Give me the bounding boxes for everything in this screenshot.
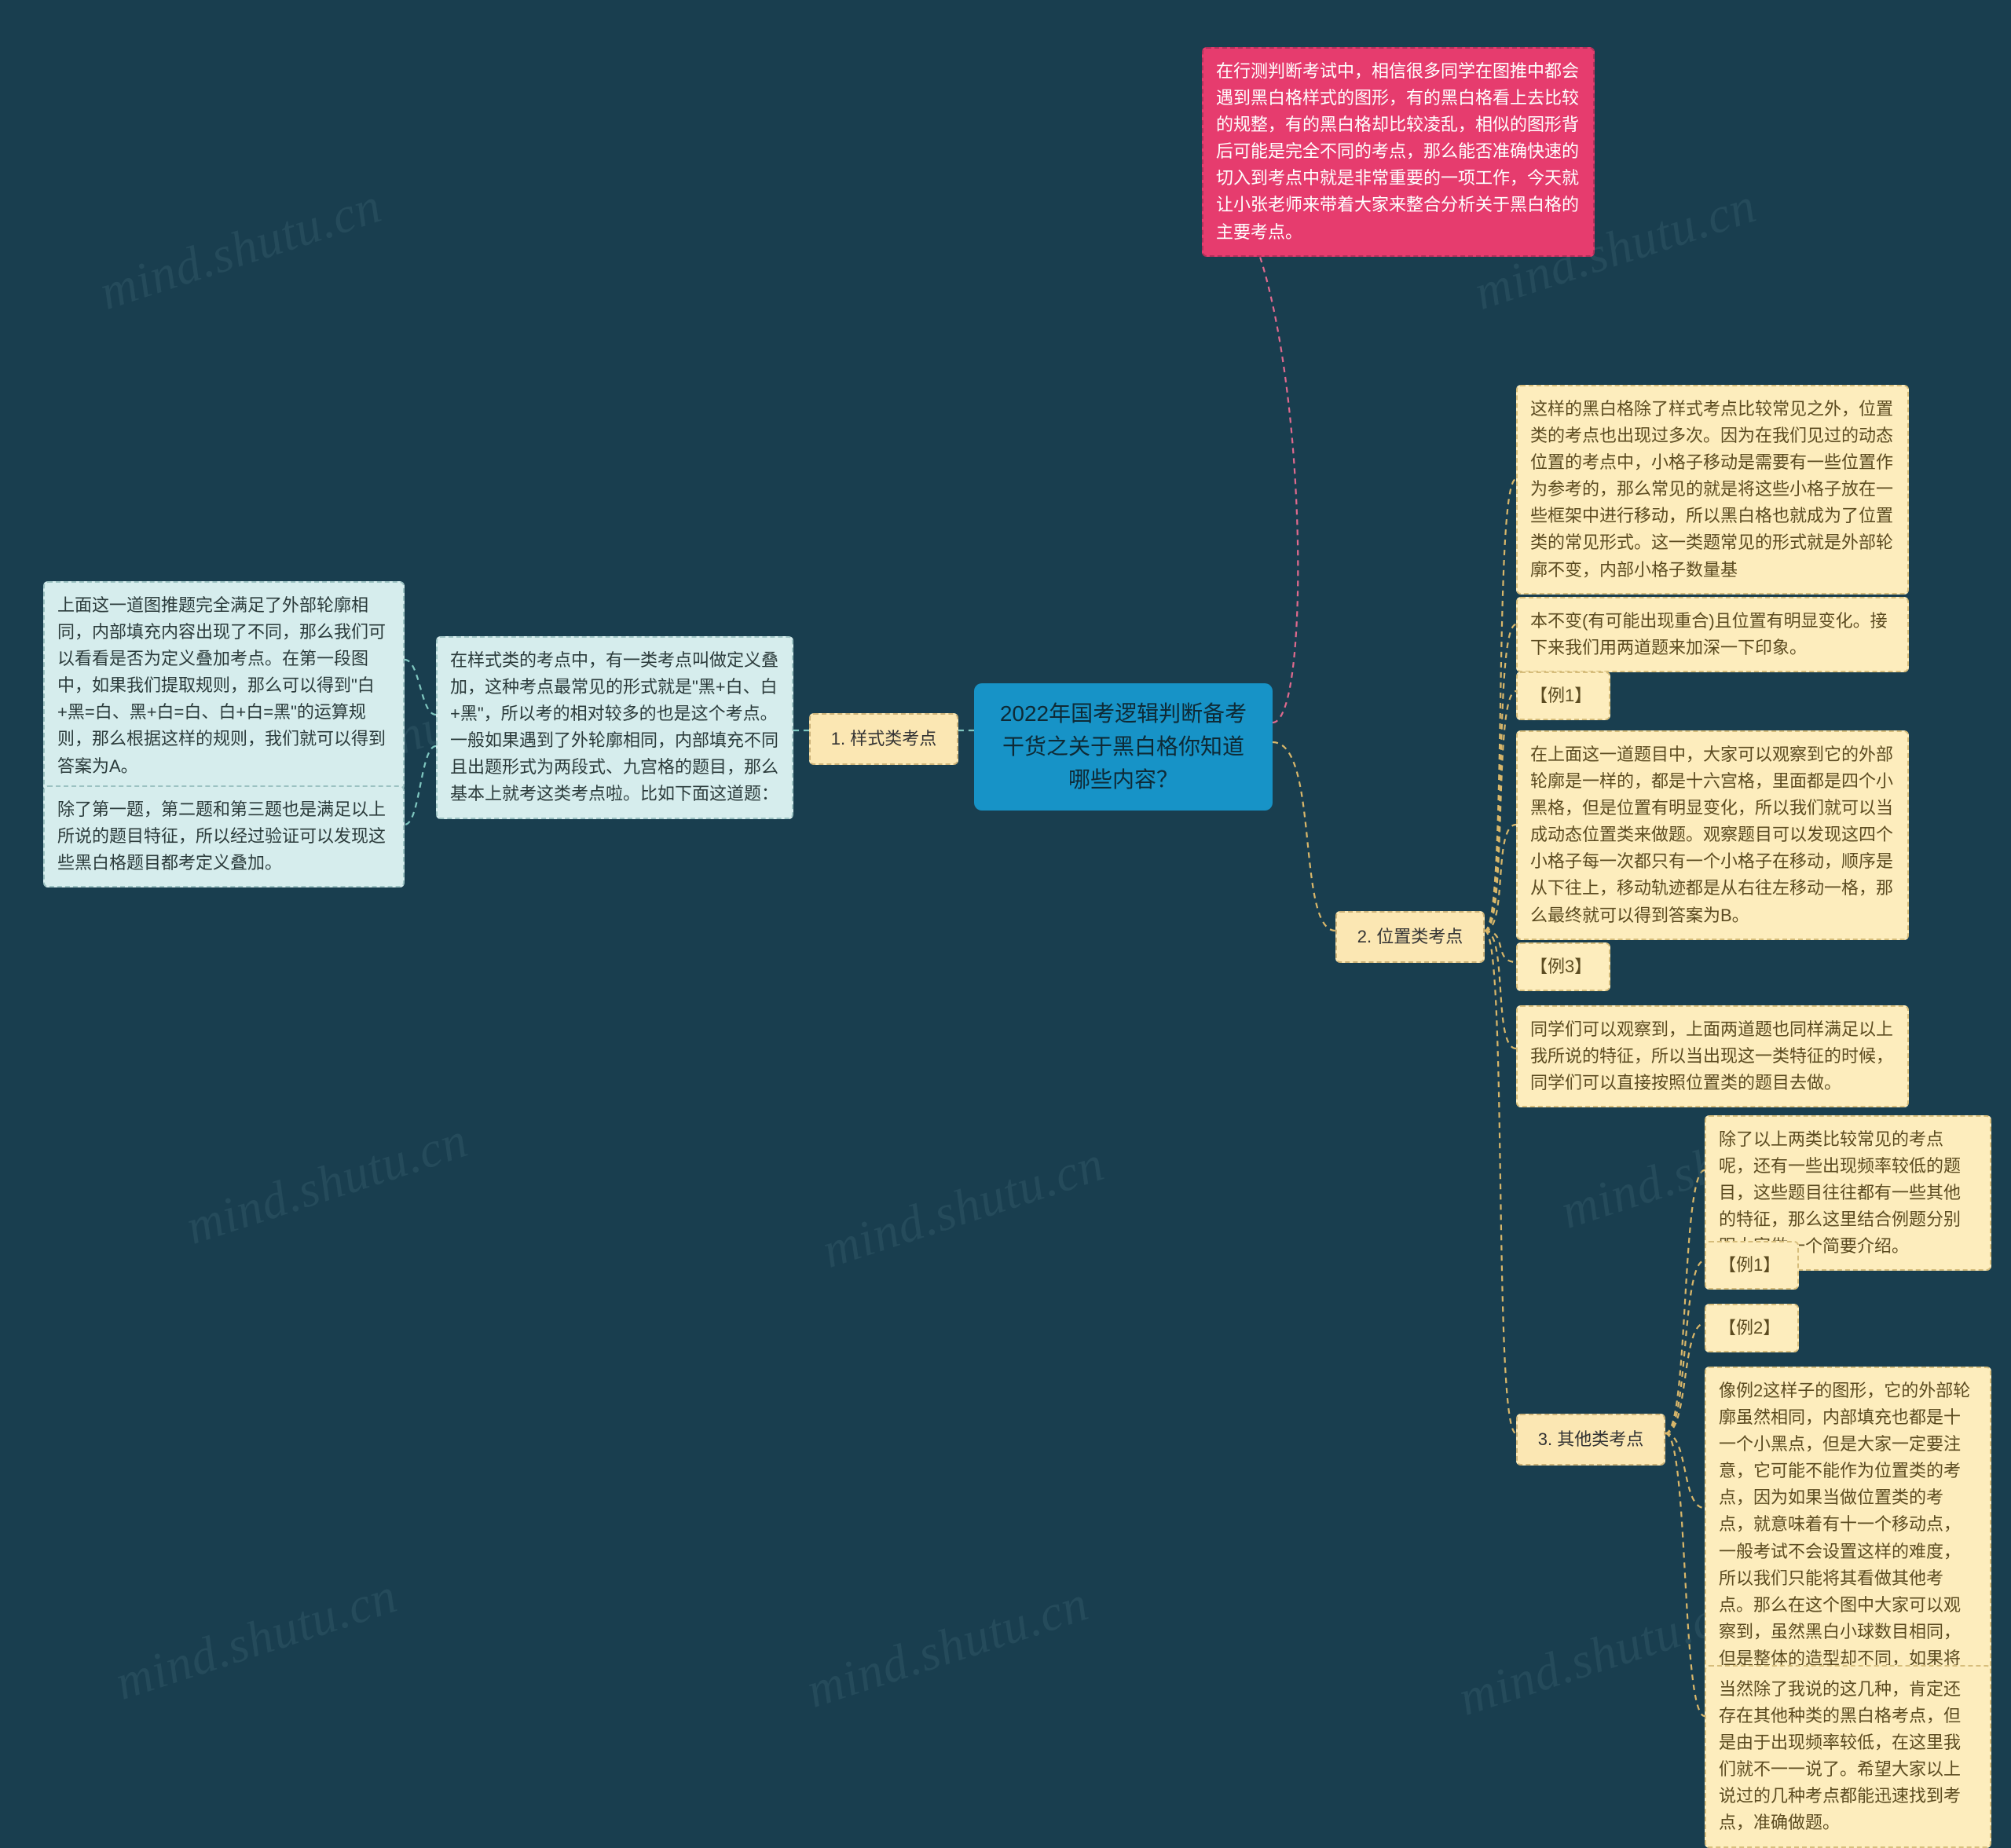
branch-3-child-5[interactable]: 当然除了我说的这几种，肯定还存在其他种类的黑白格考点，但是由于出现频率较低，在这…	[1705, 1665, 1991, 1848]
connector	[1665, 1170, 1705, 1433]
connector	[1485, 825, 1516, 931]
connector	[1202, 181, 1298, 723]
branch-2-child-5[interactable]: 【例3】	[1516, 942, 1610, 991]
watermark: mind.shutu.cn	[815, 1134, 1112, 1279]
branch-1-child-1b[interactable]: 除了第一题，第二题和第三题也是满足以上所说的题目特征，所以经过验证可以发现这些黑…	[43, 785, 405, 887]
branch-3-child-2[interactable]: 【例1】	[1705, 1241, 1799, 1290]
connector	[405, 746, 436, 825]
branch-3-child-3[interactable]: 【例2】	[1705, 1304, 1799, 1352]
watermark: mind.shutu.cn	[1452, 1582, 1748, 1727]
branch-2-child-4[interactable]: 在上面这一道题目中，大家可以观察到它的外部轮廓是一样的，都是十六宫格，里面都是四…	[1516, 730, 1909, 940]
branch-1-child-1[interactable]: 在样式类的考点中，有一类考点叫做定义叠加，这种考点最常见的形式就是"黑+白、白+…	[436, 636, 793, 819]
branch-2-child-6[interactable]: 同学们可以观察到，上面两道题也同样满足以上我所说的特征，所以当出现这一类特征的时…	[1516, 1005, 1909, 1107]
connector	[1485, 931, 1516, 1048]
branch-2-child-3[interactable]: 【例1】	[1516, 672, 1610, 720]
branch-1-child-1a[interactable]: 上面这一道图推题完全满足了外部轮廓相同，内部填充内容出现了不同，那么我们可以看看…	[43, 581, 405, 791]
connector	[1485, 691, 1516, 931]
connector	[1273, 742, 1335, 931]
connector	[1485, 479, 1516, 931]
watermark: mind.shutu.cn	[93, 176, 389, 321]
watermark: mind.shutu.cn	[800, 1574, 1096, 1719]
branch-2-child-1[interactable]: 这样的黑白格除了样式考点比较常见之外，位置类的考点也出现过多次。因为在我们见过的…	[1516, 385, 1909, 595]
branch-2-child-2[interactable]: 本不变(有可能出现重合)且位置有明显变化。接下来我们用两道题来加深一下印象。	[1516, 597, 1909, 672]
connector	[1665, 1323, 1705, 1433]
connector	[1665, 1433, 1705, 1716]
watermark: mind.shutu.cn	[108, 1566, 405, 1711]
branch-3-label[interactable]: 3. 其他类考点	[1516, 1414, 1665, 1466]
watermark: mind.shutu.cn	[179, 1111, 475, 1256]
root-node[interactable]: 2022年国考逻辑判断备考 干货之关于黑白格你知道 哪些内容？	[974, 683, 1273, 811]
connector	[1665, 1433, 1705, 1508]
intro-node[interactable]: 在行测判断考试中，相信很多同学在图推中都会遇到黑白格样式的图形，有的黑白格看上去…	[1202, 47, 1595, 257]
connector	[1485, 931, 1516, 962]
connector	[1485, 931, 1516, 1433]
connector	[1485, 624, 1516, 931]
mindmap-canvas: mind.shutu.cn mind.shutu.cn mind.shutu.c…	[0, 0, 2011, 1783]
connector	[405, 660, 436, 715]
branch-1-label[interactable]: 1. 样式类考点	[809, 713, 958, 765]
branch-2-label[interactable]: 2. 位置类考点	[1335, 911, 1485, 963]
connector	[1665, 1261, 1705, 1433]
